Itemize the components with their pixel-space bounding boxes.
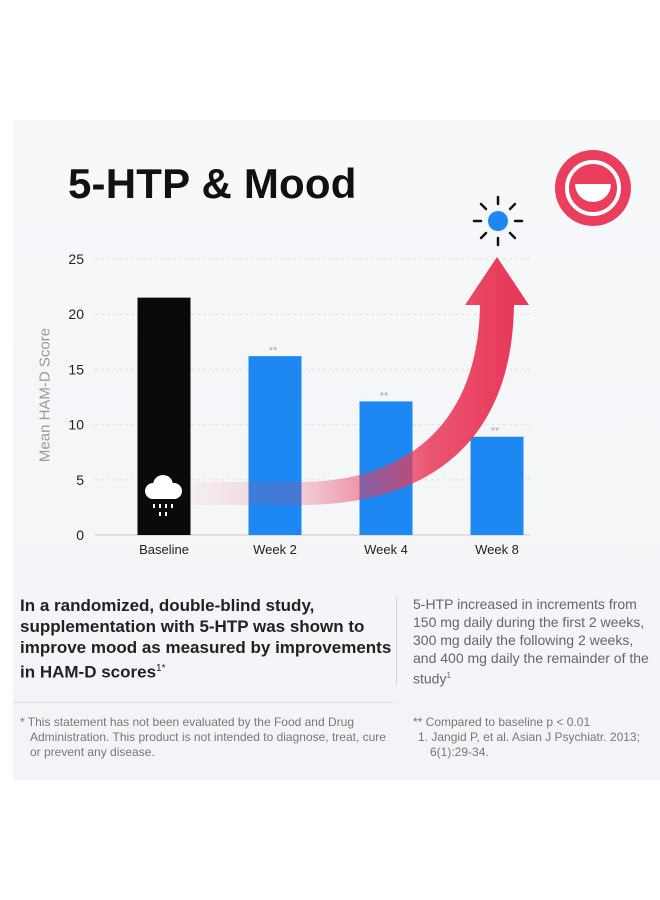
y-tick-label: 10	[68, 417, 84, 433]
study-claim-text: In a randomized, double-blind study, sup…	[20, 596, 392, 682]
separator-line	[13, 702, 393, 703]
bar-baseline	[137, 297, 191, 535]
x-tick-label: Week 2	[253, 542, 297, 557]
significance-marker: **	[380, 390, 389, 402]
x-tick-label: Baseline	[139, 542, 189, 557]
rain-cloud-icon	[145, 475, 182, 516]
significance-footnote: ** Compared to baseline p < 0.01	[413, 715, 591, 729]
y-tick-label: 20	[68, 306, 84, 322]
x-tick-label: Week 8	[475, 542, 519, 557]
fda-disclaimer: * This statement has not been evaluated …	[20, 715, 386, 759]
divider	[396, 597, 397, 685]
y-tick-label: 25	[68, 251, 84, 267]
y-axis-label: Mean HAM-D Score	[36, 327, 54, 463]
bar-week-2	[248, 356, 302, 535]
page-title: 5-HTP & Mood	[68, 160, 357, 207]
y-tick-label: 5	[76, 472, 84, 488]
bar-week-8	[470, 436, 524, 535]
content-card	[13, 120, 660, 780]
study-claim-sup: 1*	[156, 663, 166, 674]
sun-icon	[472, 195, 524, 247]
x-tick-label: Week 4	[364, 542, 408, 557]
y-tick-label: 0	[76, 527, 84, 543]
dosing-note-text: 5-HTP increased in increments from 150 m…	[413, 596, 649, 687]
smiley-face-icon	[555, 150, 631, 226]
significance-marker: **	[491, 426, 500, 438]
dosing-note-sup: 1	[446, 671, 451, 680]
significance-marker: **	[269, 345, 278, 357]
reference-citation: 1. Jangid P, et al. Asian J Psychiatr. 2…	[418, 730, 640, 759]
y-tick-label: 15	[68, 361, 84, 377]
upward-arrow-icon	[190, 257, 529, 505]
dosing-note: 5-HTP increased in increments from 150 m…	[413, 595, 653, 688]
study-claim: In a randomized, double-blind study, sup…	[20, 595, 395, 683]
